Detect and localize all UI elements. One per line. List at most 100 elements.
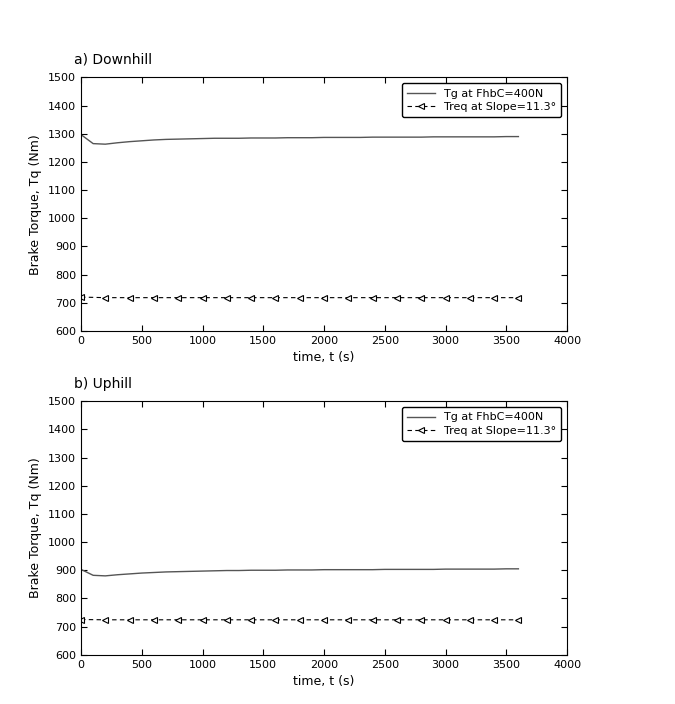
Tg at FhbC=400N: [271, 566, 279, 574]
X-axis label: time, t (s): time, t (s): [294, 675, 354, 688]
Tg at FhbC=400N: [466, 132, 474, 141]
Tg at FhbC=400N: [271, 134, 279, 142]
Treq at Slope=11.3°: [101, 615, 109, 624]
Treq at Slope=11.3°: [393, 294, 401, 302]
Treq at Slope=11.3°: [150, 615, 158, 624]
Tg at FhbC=400N: [308, 134, 316, 142]
Treq at Slope=11.3°: [296, 294, 304, 302]
Treq at Slope=11.3°: [223, 294, 231, 302]
Tg at FhbC=400N: [454, 565, 462, 573]
Tg at FhbC=400N: [466, 565, 474, 573]
Tg at FhbC=400N: [284, 566, 292, 574]
Tg at FhbC=400N: [405, 565, 413, 574]
Tg at FhbC=400N: [247, 566, 255, 574]
Legend: Tg at FhbC=400N, Treq at Slope=11.3°: Tg at FhbC=400N, Treq at Slope=11.3°: [402, 83, 562, 118]
Text: b) Uphill: b) Uphill: [74, 377, 132, 391]
Tg at FhbC=400N: [502, 565, 510, 573]
Tg at FhbC=400N: [393, 565, 401, 574]
X-axis label: time, t (s): time, t (s): [294, 351, 354, 364]
Tg at FhbC=400N: [454, 132, 462, 141]
Tg at FhbC=400N: [490, 565, 498, 573]
Tg at FhbC=400N: [478, 565, 486, 573]
Tg at FhbC=400N: [113, 570, 122, 579]
Tg at FhbC=400N: [320, 133, 328, 142]
Tg at FhbC=400N: [247, 134, 255, 142]
Tg at FhbC=400N: [344, 565, 352, 574]
Tg at FhbC=400N: [77, 565, 85, 574]
Line: Treq at Slope=11.3°: Treq at Slope=11.3°: [78, 294, 522, 301]
Tg at FhbC=400N: [126, 137, 134, 146]
Tg at FhbC=400N: [502, 132, 510, 141]
Tg at FhbC=400N: [186, 567, 194, 576]
Tg at FhbC=400N: [308, 566, 316, 574]
Legend: Tg at FhbC=400N, Treq at Slope=11.3°: Tg at FhbC=400N, Treq at Slope=11.3°: [402, 407, 562, 441]
Tg at FhbC=400N: [381, 565, 389, 574]
Treq at Slope=11.3°: [369, 615, 377, 624]
Tg at FhbC=400N: [381, 133, 389, 142]
Tg at FhbC=400N: [514, 565, 522, 573]
Tg at FhbC=400N: [138, 137, 146, 145]
Tg at FhbC=400N: [417, 565, 425, 574]
Tg at FhbC=400N: [490, 132, 498, 141]
Treq at Slope=11.3°: [126, 294, 134, 302]
Treq at Slope=11.3°: [441, 294, 450, 302]
Treq at Slope=11.3°: [271, 615, 279, 624]
Tg at FhbC=400N: [235, 134, 243, 142]
Line: Tg at FhbC=400N: Tg at FhbC=400N: [81, 134, 518, 144]
Treq at Slope=11.3°: [417, 615, 425, 624]
Tg at FhbC=400N: [126, 570, 134, 578]
Treq at Slope=11.3°: [247, 615, 255, 624]
Tg at FhbC=400N: [332, 565, 340, 574]
Tg at FhbC=400N: [198, 134, 207, 143]
Treq at Slope=11.3°: [126, 615, 134, 624]
Tg at FhbC=400N: [441, 132, 450, 141]
Tg at FhbC=400N: [174, 567, 182, 576]
Tg at FhbC=400N: [429, 132, 437, 141]
Treq at Slope=11.3°: [466, 615, 474, 624]
Treq at Slope=11.3°: [174, 615, 182, 624]
Tg at FhbC=400N: [405, 133, 413, 142]
Treq at Slope=11.3°: [320, 615, 328, 624]
Line: Treq at Slope=11.3°: Treq at Slope=11.3°: [78, 617, 522, 623]
Tg at FhbC=400N: [150, 136, 158, 144]
Tg at FhbC=400N: [235, 566, 243, 574]
Tg at FhbC=400N: [259, 566, 267, 574]
Treq at Slope=11.3°: [101, 294, 109, 302]
Tg at FhbC=400N: [138, 569, 146, 577]
Y-axis label: Brake Torque, Tq (Nm): Brake Torque, Tq (Nm): [30, 134, 43, 275]
Treq at Slope=11.3°: [223, 615, 231, 624]
Tg at FhbC=400N: [211, 567, 219, 575]
Treq at Slope=11.3°: [514, 615, 522, 624]
Treq at Slope=11.3°: [514, 294, 522, 302]
Tg at FhbC=400N: [113, 139, 122, 147]
Tg at FhbC=400N: [369, 133, 377, 142]
Treq at Slope=11.3°: [417, 294, 425, 302]
Treq at Slope=11.3°: [296, 615, 304, 624]
Tg at FhbC=400N: [150, 568, 158, 577]
Tg at FhbC=400N: [320, 565, 328, 574]
Tg at FhbC=400N: [296, 134, 304, 142]
Treq at Slope=11.3°: [344, 294, 352, 302]
Treq at Slope=11.3°: [198, 294, 207, 302]
Tg at FhbC=400N: [89, 139, 97, 148]
Tg at FhbC=400N: [186, 134, 194, 143]
Treq at Slope=11.3°: [344, 615, 352, 624]
Tg at FhbC=400N: [369, 565, 377, 574]
Tg at FhbC=400N: [162, 135, 170, 144]
Tg at FhbC=400N: [101, 572, 109, 580]
Tg at FhbC=400N: [284, 134, 292, 142]
Tg at FhbC=400N: [296, 566, 304, 574]
Tg at FhbC=400N: [356, 565, 365, 574]
Tg at FhbC=400N: [259, 134, 267, 142]
Tg at FhbC=400N: [514, 132, 522, 141]
Tg at FhbC=400N: [77, 130, 85, 139]
Tg at FhbC=400N: [356, 133, 365, 142]
Tg at FhbC=400N: [478, 132, 486, 141]
Treq at Slope=11.3°: [174, 294, 182, 302]
Line: Tg at FhbC=400N: Tg at FhbC=400N: [81, 569, 518, 576]
Treq at Slope=11.3°: [320, 294, 328, 302]
Treq at Slope=11.3°: [441, 615, 450, 624]
Treq at Slope=11.3°: [150, 294, 158, 302]
Tg at FhbC=400N: [174, 135, 182, 144]
Tg at FhbC=400N: [441, 565, 450, 573]
